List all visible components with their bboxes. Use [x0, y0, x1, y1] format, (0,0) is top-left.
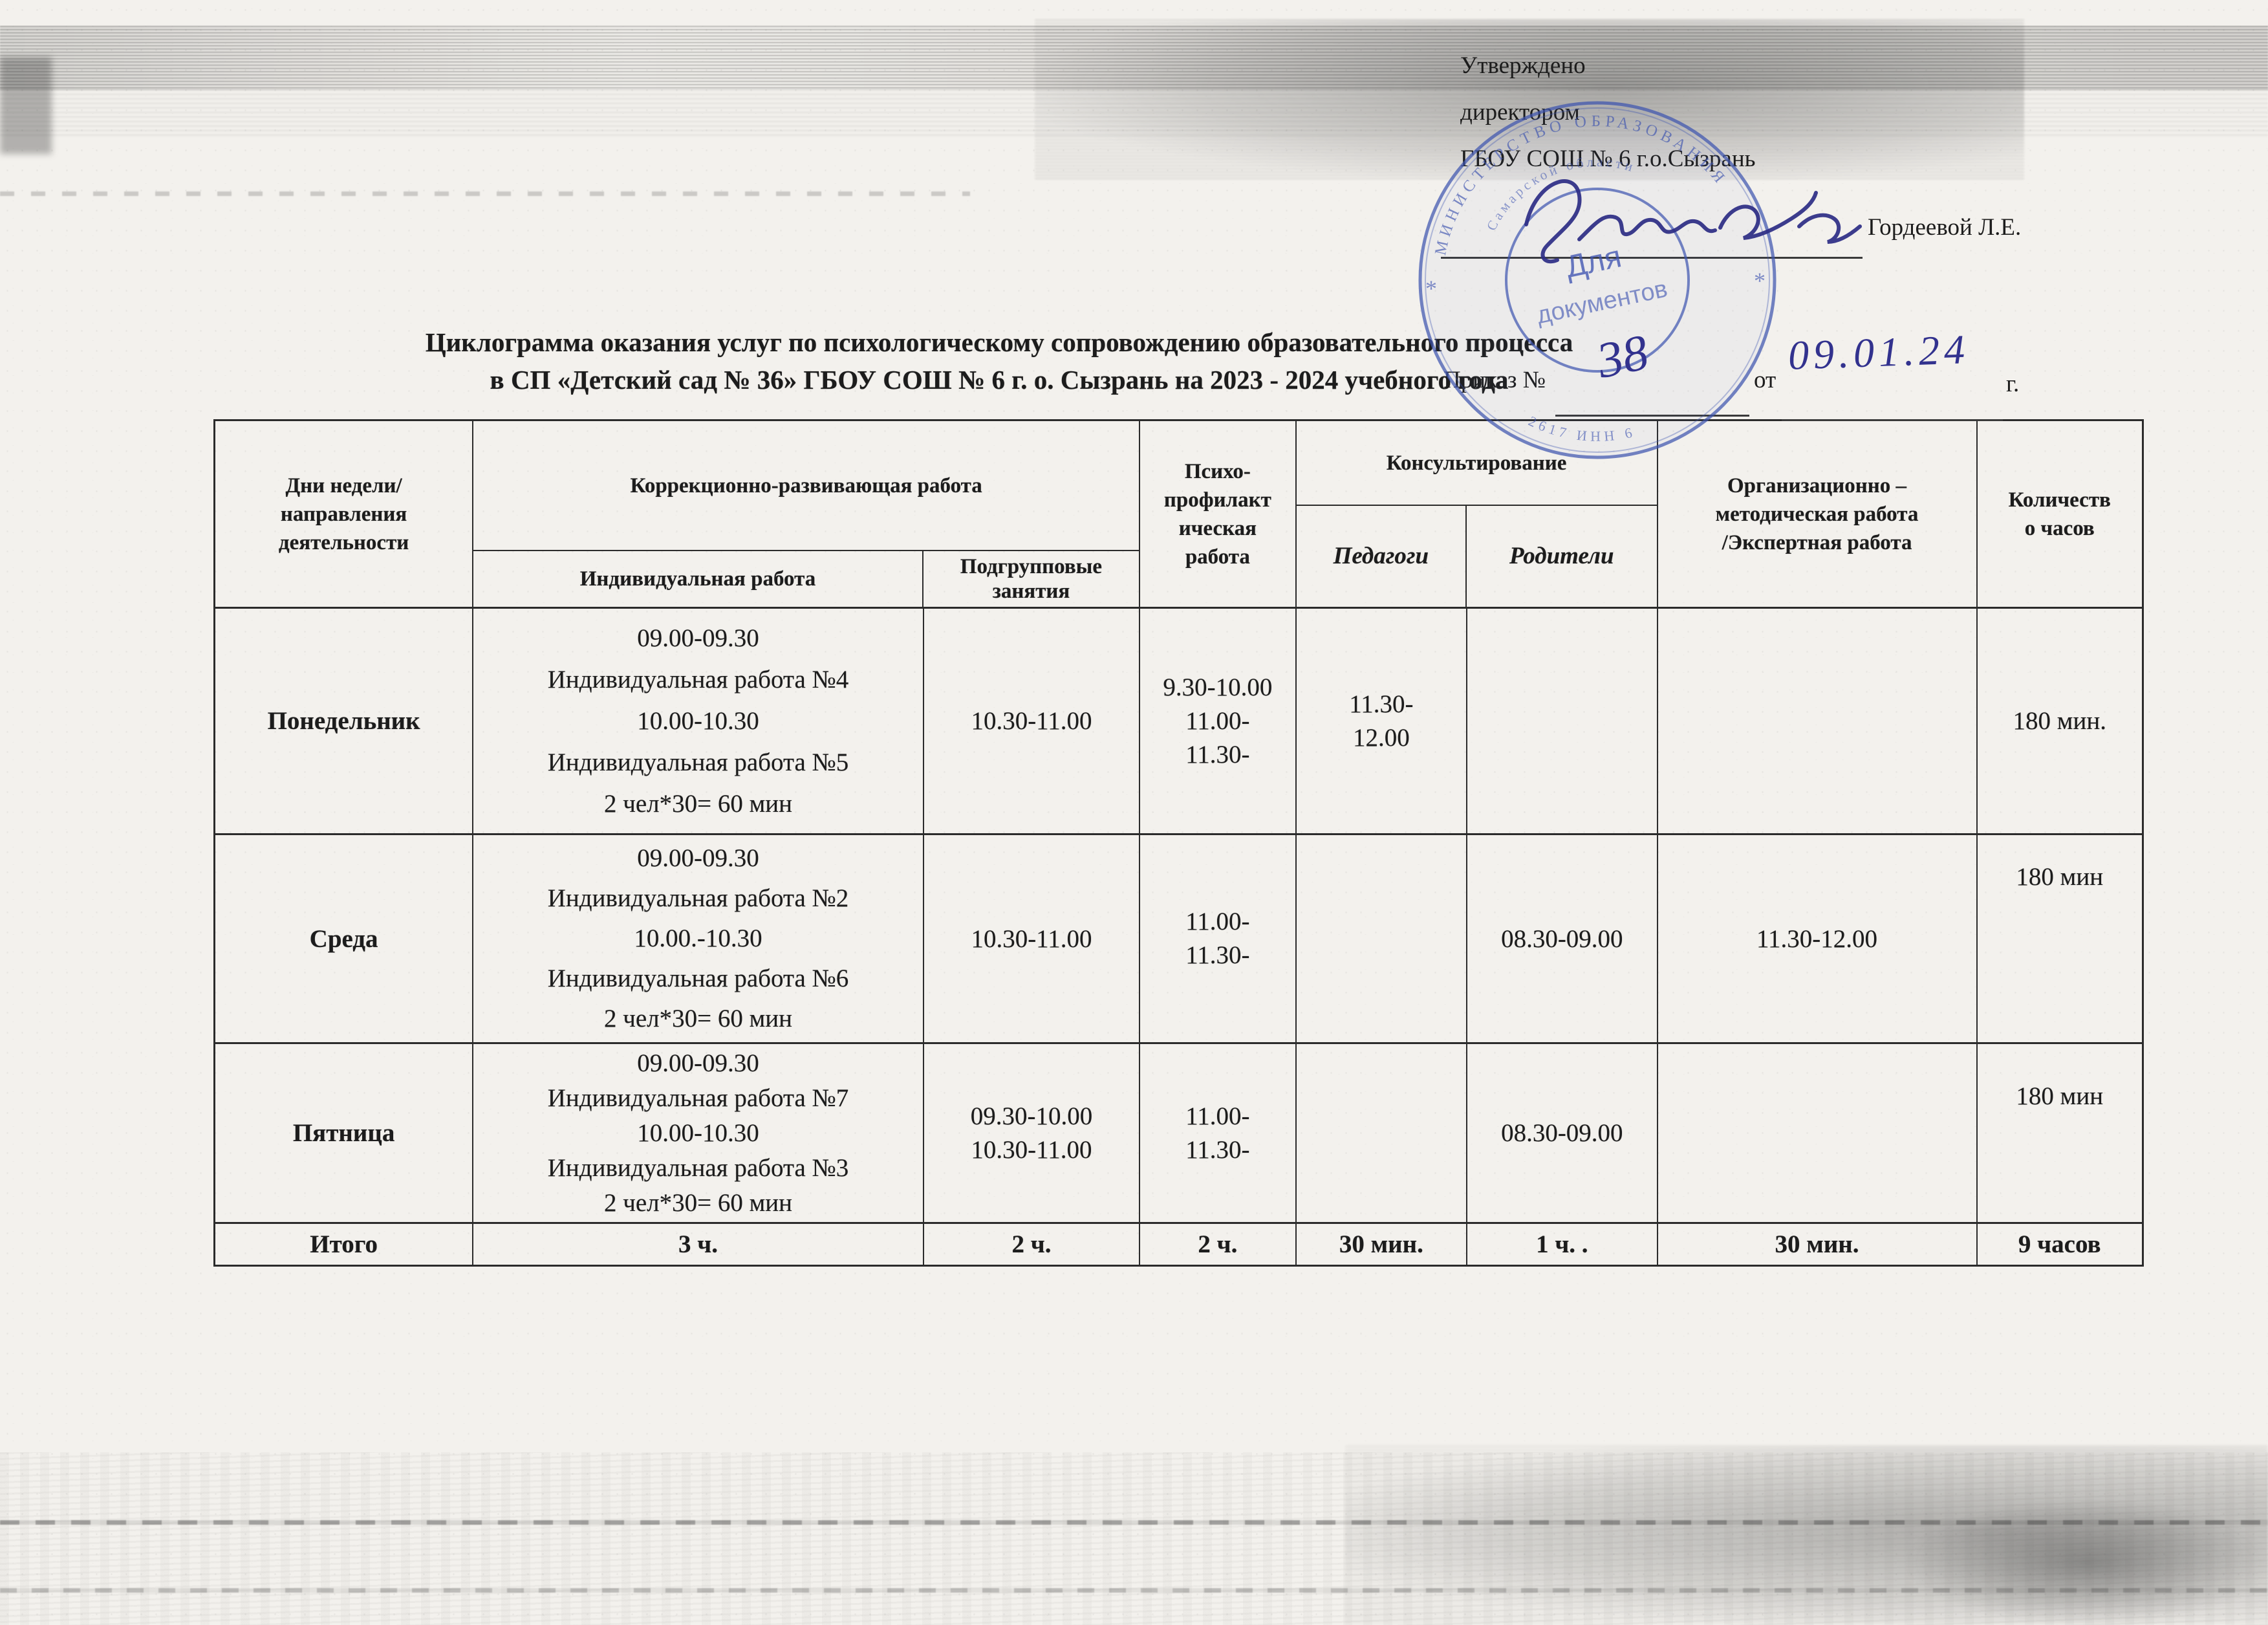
- order-year-suffix: г.: [2006, 371, 2020, 397]
- scan-noise-bottom-line-1: [0, 1520, 2268, 1525]
- title-line-1: Циклограмма оказания услуг по психологич…: [425, 327, 1573, 357]
- totals-org: 30 мин.: [1658, 1224, 1978, 1265]
- friday-individual: 09.00-09.30 Индивидуальная работа №7 10.…: [473, 1044, 924, 1222]
- friday-parents: 08.30-09.00: [1467, 1044, 1658, 1222]
- order-date-line: [1782, 419, 2003, 421]
- friday-org: [1658, 1044, 1978, 1222]
- totals-teachers: 30 мин.: [1297, 1224, 1468, 1265]
- wednesday-parents: 08.30-09.00: [1467, 835, 1658, 1042]
- friday-psycho: 11.00- 11.30-: [1140, 1044, 1297, 1222]
- schedule-table: Дни недели/ направления деятельности Кор…: [213, 419, 2144, 1267]
- monday-hours: 180 мин.: [2013, 707, 2106, 735]
- document-title: Циклограмма оказания услуг по психологич…: [223, 323, 1775, 398]
- scan-noise-bottom-corner-blob: [1908, 1501, 2268, 1625]
- day-label: Пятница: [215, 1044, 474, 1222]
- order-number-line: [1555, 415, 1749, 417]
- totals-label: Итого: [215, 1224, 474, 1265]
- title-line-2: в СП «Детский сад № 36» ГБОУ СОШ № 6 г. …: [490, 365, 1509, 395]
- header-parents: Родители: [1509, 543, 1614, 569]
- scan-noise-top-fade: [0, 89, 2268, 138]
- totals-subgroup: 2 ч.: [924, 1224, 1141, 1265]
- stamp-outer-ring: [1418, 101, 1777, 459]
- day-label: Среда: [215, 835, 474, 1042]
- monday-parents: [1467, 609, 1658, 833]
- scan-noise-left-patch: [0, 57, 52, 154]
- totals-psycho: 2 ч.: [1140, 1224, 1297, 1265]
- scan-noise-streak: [0, 191, 970, 196]
- signature-line: [1441, 257, 1863, 259]
- header-correction: Коррекционно-развивающая работа: [473, 421, 1139, 551]
- day-label: Понедельник: [215, 609, 474, 833]
- scan-noise-bottom-line-2: [0, 1588, 2268, 1593]
- official-round-stamp: МИНИСТЕРСТВО ОБРАЗОВАНИЯ Самарской облас…: [1418, 101, 1777, 459]
- approver-name: Гордеевой Л.Е.: [1868, 214, 2022, 241]
- stamp-star-right: *: [1754, 268, 1766, 294]
- approval-line-1: Утверждено: [1460, 52, 1586, 79]
- scan-noise-bottom-right-blob: [1345, 1446, 2268, 1625]
- header-psycho-prevention: Психо- профилакт ическая работа: [1140, 421, 1297, 607]
- friday-teachers: [1297, 1044, 1468, 1222]
- header-teachers: Педагоги: [1297, 506, 1467, 607]
- scan-noise-bottom-speckle: [0, 1452, 2268, 1625]
- wednesday-individual: 09.00-09.30 Индивидуальная работа №2 10.…: [473, 835, 924, 1042]
- wednesday-hours: 180 мин: [2016, 863, 2104, 891]
- wednesday-teachers: [1297, 835, 1468, 1042]
- monday-org: [1658, 609, 1978, 833]
- table-row-totals: Итого 3 ч. 2 ч. 2 ч. 30 мин. 1 ч. . 30 м…: [215, 1222, 2142, 1265]
- table-row-monday: Понедельник 09.00-09.30 Индивидуальная р…: [215, 607, 2142, 833]
- header-consulting: Консультирование: [1296, 421, 1657, 506]
- wednesday-subgroup: 10.30-11.00: [924, 835, 1141, 1042]
- header-hours: Количеств о часов: [2008, 488, 2111, 540]
- signature: [1524, 179, 1862, 264]
- monday-subgroup: 10.30-11.00: [924, 609, 1141, 833]
- monday-teachers: 11.30- 12.00: [1297, 609, 1468, 833]
- table-row-wednesday: Среда 09.00-09.30 Индивидуальная работа …: [215, 833, 2142, 1042]
- totals-parents: 1 ч. .: [1467, 1224, 1658, 1265]
- table-row-friday: Пятница 09.00-09.30 Индивидуальная работ…: [215, 1042, 2142, 1222]
- table-header-row: Дни недели/ направления деятельности Кор…: [215, 421, 2142, 607]
- approval-line-3: ГБОУ СОШ № 6 г.о.Сызрань: [1460, 145, 1756, 173]
- scan-noise-top-band: [0, 26, 2268, 91]
- header-subgroup-lessons: Подгрупповые занятия: [960, 555, 1103, 603]
- handwritten-order-date: 09.01.24: [1787, 326, 1971, 378]
- stamp-star-left: *: [1425, 276, 1437, 301]
- header-correction-group: Коррекционно-развивающая работа Индивиду…: [473, 421, 1141, 607]
- monday-psycho: 9.30-10.00 11.00- 11.30-: [1140, 609, 1297, 833]
- header-individual-work: Индивидуальная работа: [473, 551, 923, 607]
- header-days: Дни недели/ направления деятельности: [215, 421, 474, 607]
- monday-individual: 09.00-09.30 Индивидуальная работа №4 10.…: [473, 609, 924, 833]
- header-consulting-group: Консультирование Педагоги Родители: [1296, 421, 1658, 607]
- wednesday-org: 11.30-12.00: [1658, 835, 1978, 1042]
- friday-hours: 180 мин: [2016, 1082, 2104, 1110]
- friday-subgroup: 09.30-10.00 10.30-11.00: [924, 1044, 1141, 1222]
- totals-individual: 3 ч.: [473, 1224, 924, 1265]
- order-from-label: от: [1754, 367, 1777, 393]
- header-org-methodical: Организационно – методическая работа /Эк…: [1658, 421, 1978, 607]
- wednesday-psycho: 11.00- 11.30-: [1140, 835, 1297, 1042]
- order-number-label: Приказ №: [1443, 366, 1546, 394]
- stamp-inner-ring: [1505, 188, 1690, 373]
- totals-hours: 9 часов: [2018, 1230, 2101, 1258]
